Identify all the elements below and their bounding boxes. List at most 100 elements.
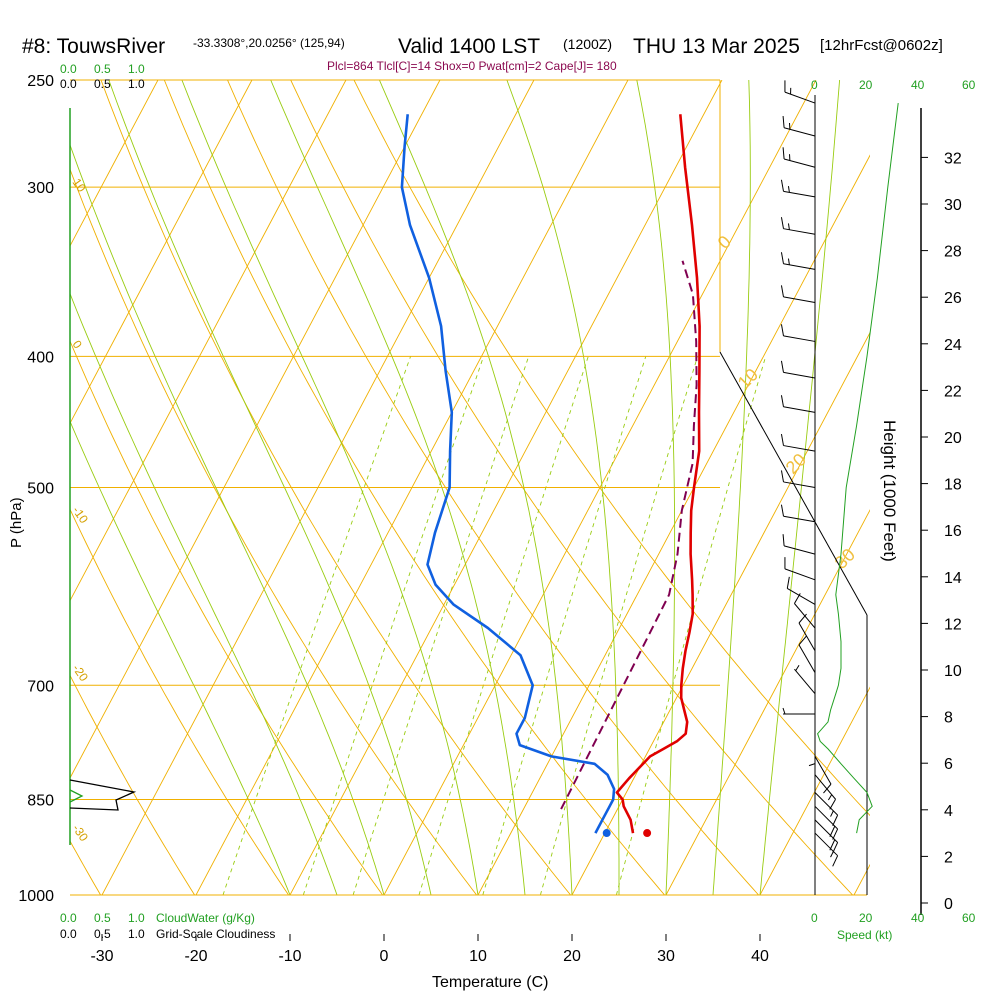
wind-barb-flag [781, 285, 783, 297]
wind-barb-staff [783, 297, 815, 303]
cloudiness-scale-2: 1.0 [128, 77, 145, 91]
wind-barb-flag [781, 180, 783, 192]
dry-adiabat-line [0, 56, 7, 895]
wind-barb-staff [783, 446, 815, 452]
thetae-label: 30 [831, 545, 859, 573]
height-tick-label: 16 [944, 523, 962, 540]
mixing-ratio-label: 12 [532, 896, 552, 916]
wind-barb-flag [783, 534, 784, 546]
valid-time-z: (1200Z) [563, 36, 612, 52]
height-tick-label: 30 [944, 197, 962, 214]
wind-barb-flag [781, 505, 783, 517]
cloudwater-scale-1: 0.5 [94, 62, 111, 76]
cloudwater-profile [70, 790, 82, 802]
pressure-tick-label: 250 [27, 73, 54, 90]
valid-time: Valid 1400 LST [398, 35, 540, 58]
mixing-ratio-label: 5 [412, 903, 429, 917]
dry-adiabat-line [217, 56, 758, 895]
height-tick-label: 10 [944, 663, 962, 680]
stability-indices: Plcl=864 Tlcl[C]=14 Shox=0 Pwat[cm]=2 Ca… [327, 59, 617, 73]
wind-barb-staff [783, 372, 815, 378]
mixing-ratio-label: 8 [475, 903, 492, 917]
dry-adiabat-line [0, 56, 383, 895]
wind-barb-flag [781, 252, 783, 264]
wind-barb-flag [794, 593, 800, 603]
wind-barb-half-flag [831, 811, 834, 817]
wind-barb-flag [781, 217, 783, 229]
height-tick-label: 0 [944, 896, 953, 913]
wind-barb [781, 180, 815, 197]
height-tick-label: 6 [944, 756, 953, 773]
speed-tick-bottom-0: 0 [811, 911, 818, 925]
cloudwater-label: CloudWater (g/Kg) [156, 911, 255, 925]
temperature-tick-label: 20 [563, 948, 581, 965]
speed-tick-bottom-1: 20 [859, 911, 873, 925]
height-axis-label: Height (1000 Feet) [880, 420, 899, 562]
forecast-label: [12hrFcst@0602z] [820, 37, 943, 54]
pressure-tick-label: 850 [27, 792, 54, 809]
wind-barb-staff [785, 92, 815, 103]
cloudiness-scale-bottom-1: 0.5 [94, 927, 111, 941]
wind-barb-flag [833, 856, 838, 867]
wind-barb-staff [783, 229, 815, 235]
wind-barb [781, 434, 815, 451]
isotherm-line [854, 80, 1000, 895]
thetae-label: 10 [734, 365, 762, 393]
pressure-tick-label: 500 [27, 481, 54, 498]
wind-barb [783, 147, 815, 167]
speed-tick-bottom-2: 40 [911, 911, 925, 925]
height-tick-label: 26 [944, 290, 962, 307]
wind-barb-staff [799, 645, 815, 673]
wind-barb-staff [815, 806, 838, 829]
wind-barb-staff [784, 159, 815, 167]
temperature-tick-label: 30 [657, 948, 675, 965]
cloudiness-label: Grid-Scale Cloudiness [156, 927, 275, 941]
y-axis-label: P (hPa) [8, 497, 25, 548]
speed-tick-top-2: 40 [911, 78, 925, 92]
dewpoint-curve [402, 114, 614, 833]
speed-label: Speed (kt) [837, 928, 892, 942]
thetae-label: 0 [714, 232, 735, 253]
mixing-ratio-line [303, 356, 483, 895]
temperature-curve [617, 114, 700, 833]
temperature-tick-label: -10 [278, 948, 301, 965]
cloudwater-scale-bottom-2: 1.0 [128, 911, 145, 925]
mixing-ratio-label: 2 [297, 903, 314, 917]
dry-adiabat-line [92, 56, 570, 895]
wind-barb [783, 708, 815, 714]
mixing-ratio-label: 3 [346, 903, 363, 917]
wind-barb-staff [799, 623, 815, 651]
wind-barb-flag [781, 324, 783, 336]
wind-barb-flag [781, 361, 783, 373]
pressure-tick-label: 1000 [18, 888, 54, 905]
speed-tick-top-3: 60 [962, 78, 976, 92]
wind-barb-half-flag [788, 186, 789, 192]
wind-barb-flag [787, 577, 789, 589]
wind-barb-flag [781, 395, 783, 407]
cloudiness-scale-bottom-2: 1.0 [128, 927, 145, 941]
station-coords: -33.3308°,20.0256° (125,94) [193, 36, 345, 50]
wind-barb-staff [787, 588, 815, 604]
theta-label: 10 [70, 176, 89, 195]
wind-barb-staff [783, 191, 815, 197]
station-title: #8: TouwsRiver [22, 35, 165, 58]
height-tick-label: 18 [944, 477, 962, 494]
temperature-tick-label: -20 [184, 948, 207, 965]
pressure-tick-label: 400 [27, 349, 54, 366]
height-tick-label: 12 [944, 616, 962, 633]
wind-barb-half-flag [796, 665, 799, 670]
wind-barb-half-flag [788, 259, 789, 265]
wind-barb [781, 217, 815, 234]
wind-barb [781, 361, 815, 378]
x-axis-label: Temperature (C) [432, 974, 548, 991]
wind-barb-half-flag [831, 851, 834, 857]
height-tick-label: 14 [944, 570, 962, 587]
dry-adiabat-line [280, 56, 853, 895]
temperature-tick-label: 0 [380, 948, 389, 965]
cloudwater-scale-bottom-1: 0.5 [94, 911, 111, 925]
wind-barb-staff [783, 516, 815, 522]
wind-barb-staff [794, 669, 815, 694]
wind-barb [799, 636, 815, 673]
wind-barb-staff [783, 336, 815, 342]
